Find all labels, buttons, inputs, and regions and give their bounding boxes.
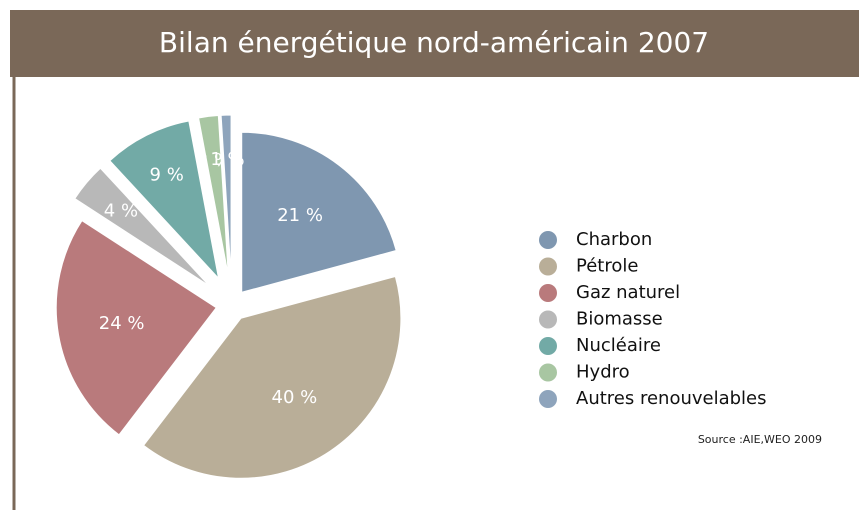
pie-slice bbox=[55, 219, 217, 436]
pie-slice bbox=[109, 120, 220, 280]
legend-swatch bbox=[539, 363, 557, 382]
slice-label: 9 % bbox=[150, 164, 184, 185]
pie-slice bbox=[74, 167, 210, 287]
source-note: Source :AIE,WEO 2009 bbox=[698, 433, 822, 446]
legend-swatch bbox=[539, 257, 557, 276]
pie-slice bbox=[142, 275, 402, 479]
legend-swatch bbox=[539, 310, 557, 329]
slice-label: 2 % bbox=[197, 150, 231, 171]
legend-swatch bbox=[539, 231, 557, 249]
legend-label: Pétrole bbox=[576, 256, 638, 277]
legend-label: Charbon bbox=[576, 229, 652, 250]
legend-label: Autres renouvelables bbox=[576, 388, 767, 409]
pie-slice bbox=[241, 131, 397, 293]
legend-swatch bbox=[539, 390, 557, 408]
legend-swatch bbox=[539, 337, 557, 355]
legend-label: Biomasse bbox=[576, 309, 663, 330]
slice-label: 1 % bbox=[210, 149, 244, 170]
header-bar bbox=[10, 10, 859, 77]
legend-label: Nucléaire bbox=[576, 335, 661, 356]
pie-slice bbox=[198, 115, 229, 276]
slice-label: 24 % bbox=[99, 313, 145, 334]
legend-label: Hydro bbox=[576, 362, 630, 383]
chart-title: Bilan énergétique nord-américain 2007 bbox=[159, 26, 709, 59]
slice-label: 21 % bbox=[277, 205, 323, 226]
legend-swatch bbox=[539, 284, 557, 302]
slice-label: 40 % bbox=[272, 387, 318, 408]
slice-label: 4 % bbox=[104, 200, 138, 221]
pie-slice bbox=[220, 114, 232, 276]
legend-label: Gaz naturel bbox=[576, 282, 680, 303]
